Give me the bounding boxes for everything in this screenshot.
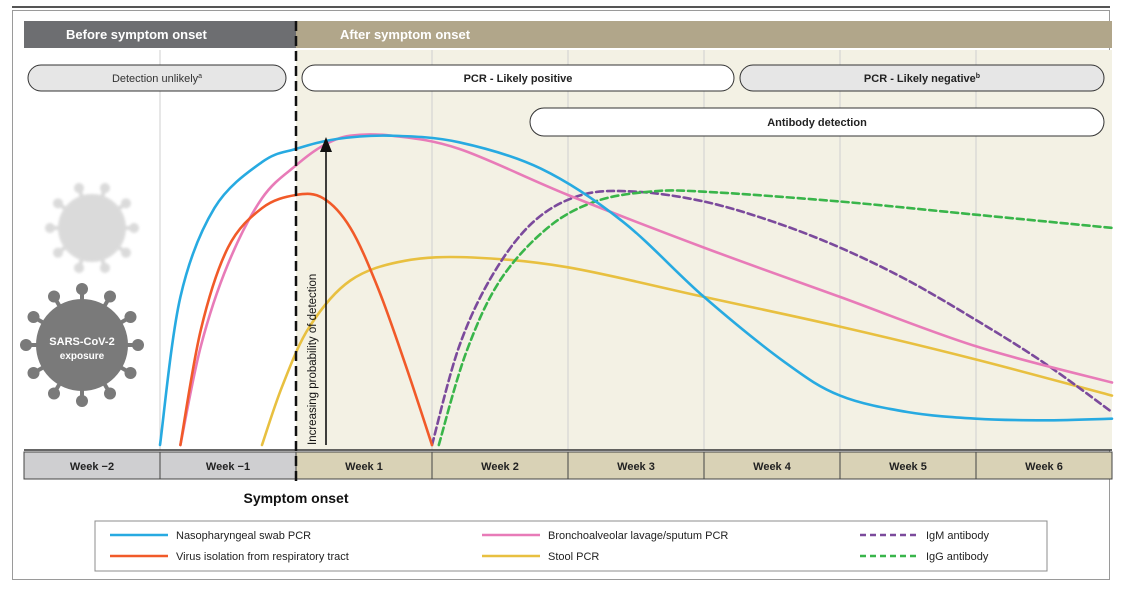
x-tick-label: Week −1 — [206, 461, 250, 473]
x-tick-label: Week −2 — [70, 461, 114, 473]
svg-text:PCR - Likely negativeb: PCR - Likely negativeb — [864, 73, 980, 85]
week-axis: Week −2 Week −1 Week 1 Week 2 Week 3 Week 4 We… — [23, 449, 1113, 480]
x-tick-label: Week 2 — [481, 461, 519, 473]
top-rule — [12, 6, 1110, 8]
pill-pcr-positive-label: PCR - Likely positive — [464, 73, 573, 85]
x-tick-label: Week 6 — [1025, 461, 1063, 473]
pill-antibody-detection: Antibody detection — [529, 107, 1105, 137]
series-line-stool-pcr — [260, 255, 1114, 447]
virus-faint-icon — [45, 183, 139, 273]
pill-detection-unlikely-label: Detection unlikely — [112, 73, 199, 85]
virus-label-line1: SARS-CoV-2 — [49, 336, 114, 348]
virus-icon — [20, 283, 144, 407]
x-tick-label: Week 1 — [345, 461, 383, 473]
legend-label: Virus isolation from respiratory tract — [176, 551, 349, 563]
week-cell — [23, 451, 161, 480]
series-line-igg-antibody — [437, 189, 1114, 447]
y-axis-label: Increasing probability of detection — [307, 274, 319, 445]
legend-label: IgG antibody — [926, 551, 989, 563]
x-tick-label: Week 3 — [617, 461, 655, 473]
curves — [158, 132, 1114, 447]
legend-label: Stool PCR — [548, 551, 599, 563]
legend-label: IgM antibody — [926, 530, 989, 542]
before-onset-label: Before symptom onset — [66, 27, 208, 42]
week-cell — [431, 451, 569, 480]
week-cell — [975, 451, 1113, 480]
series-line-nasopharyngeal-swab-pcr — [158, 134, 1114, 447]
pill-pcr-negative: PCR - Likely negativeb — [739, 64, 1105, 92]
after-onset-label: After symptom onset — [340, 27, 471, 42]
week-cell — [839, 451, 977, 480]
series-line-igm-antibody — [430, 189, 1114, 447]
legend-label: Nasopharyngeal swab PCR — [176, 530, 311, 542]
pill-detection-unlikely-sup: a — [198, 73, 202, 80]
before-onset-header — [24, 21, 296, 48]
legend: Nasopharyngeal swab PCR Bronchoalveolar l… — [94, 520, 1048, 572]
svg-text:Detection unlikelya: Detection unlikelya — [112, 73, 202, 85]
pill-detection-unlikely: Detection unlikelya — [27, 64, 287, 92]
virus-label-line2: exposure — [60, 351, 105, 362]
y-axis-arrow — [320, 137, 332, 445]
x-axis-label: Symptom onset — [243, 490, 348, 506]
x-tick-label: Week 4 — [753, 461, 792, 473]
pill-antibody-label: Antibody detection — [767, 117, 867, 129]
after-onset-header — [296, 21, 1112, 48]
pill-pcr-positive: PCR - Likely positive — [301, 64, 735, 92]
series-line-virus-isolation-from-respiratory-tract — [179, 192, 434, 447]
legend-label: Bronchoalveolar lavage/sputum PCR — [548, 530, 728, 542]
x-tick-label: Week 5 — [889, 461, 927, 473]
pill-pcr-negative-label: PCR - Likely negative — [864, 73, 976, 85]
pill-pcr-negative-sup: b — [976, 73, 980, 80]
